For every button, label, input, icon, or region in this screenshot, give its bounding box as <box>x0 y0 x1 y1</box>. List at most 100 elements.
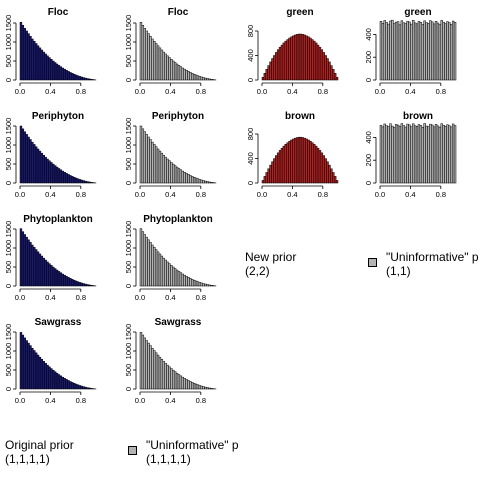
x-tick-label: 0.8 <box>436 190 446 199</box>
histogram-bar <box>87 388 89 389</box>
histogram-bar <box>20 229 22 286</box>
histogram-bar <box>90 388 92 389</box>
histogram-bar <box>380 21 382 80</box>
histogram-bar <box>142 25 144 80</box>
panel-title: Sawgrass <box>155 317 202 328</box>
histogram-bar <box>448 126 450 183</box>
histogram-bar <box>323 52 325 80</box>
histogram-bar <box>159 357 161 389</box>
histogram-bar <box>207 182 209 183</box>
histogram-bar <box>85 78 87 80</box>
histogram-bar <box>169 264 171 286</box>
histogram-bar <box>296 138 298 183</box>
histogram-bar <box>73 383 75 389</box>
y-tick-label: 0 <box>124 387 133 391</box>
histogram-bar <box>150 242 152 286</box>
histogram-bar <box>407 21 409 80</box>
histogram-bar <box>140 229 142 286</box>
histogram-bar <box>450 24 452 80</box>
histogram-bar <box>191 382 193 389</box>
histogram-bar <box>20 22 22 80</box>
legend-uninformative-2-params: (1,1) <box>386 264 411 278</box>
histogram-bar <box>140 22 142 80</box>
x-tick-label: 0.4 <box>165 293 175 302</box>
histogram-bar <box>266 69 268 80</box>
histogram-bar <box>393 127 395 183</box>
panel-title: Periphyton <box>152 111 204 122</box>
histogram-bar <box>153 247 155 286</box>
histogram-bar <box>148 137 150 183</box>
histogram-bar <box>163 361 165 389</box>
histogram-bar <box>325 159 327 183</box>
panel-title: Phytoplankton <box>23 214 92 225</box>
histogram-bar <box>172 370 174 389</box>
histogram-bar <box>81 386 83 389</box>
histogram-bar <box>24 28 26 80</box>
histogram-bar <box>73 177 75 183</box>
histogram-bar <box>73 74 75 80</box>
histogram-bar <box>300 34 302 80</box>
histogram-bar <box>208 182 210 183</box>
histogram-bar <box>79 179 81 183</box>
histogram-bar <box>313 41 315 80</box>
histogram-bar <box>405 23 407 80</box>
y-tick-label: 1500 <box>4 118 13 135</box>
histogram-bar <box>50 265 52 286</box>
histogram-bar <box>75 178 77 183</box>
histogram-bar <box>31 348 33 389</box>
legend-swatch-uninformative-2 <box>368 258 377 267</box>
histogram-bar <box>384 20 386 80</box>
histogram-bar <box>188 71 190 80</box>
histogram-bar <box>79 385 81 389</box>
histogram-bar <box>71 176 73 183</box>
histogram-bar <box>450 127 452 183</box>
histogram-bar <box>424 123 426 183</box>
x-tick-label: 0.8 <box>318 190 328 199</box>
y-tick-label: 0 <box>124 284 133 288</box>
histogram-bar <box>424 21 426 80</box>
histogram-bar <box>184 378 186 389</box>
histogram-bar <box>75 75 77 80</box>
histogram-bar <box>332 69 334 80</box>
histogram-bar <box>325 56 327 81</box>
histogram-bar <box>81 180 83 183</box>
histogram-bar <box>163 155 165 183</box>
histogram-bar <box>296 34 298 80</box>
histogram-bar <box>210 182 212 183</box>
histogram-bar <box>140 126 142 183</box>
histogram-bar <box>49 367 51 389</box>
histogram-bar <box>81 77 83 80</box>
y-tick-label: 1500 <box>4 221 13 238</box>
histogram-bar <box>319 47 321 80</box>
histogram-bar <box>176 270 178 286</box>
histogram-bar <box>311 143 313 183</box>
histogram-bar <box>188 174 190 183</box>
x-tick-label: 0.0 <box>135 293 145 302</box>
histogram-bar <box>37 46 39 80</box>
histogram-bar <box>49 264 51 286</box>
histogram-bar <box>69 72 71 80</box>
histogram-bar <box>205 387 207 389</box>
histogram-bar <box>144 338 146 389</box>
histogram-bar <box>327 162 329 183</box>
histogram-bar <box>431 22 433 80</box>
histogram-bar <box>33 351 35 389</box>
histogram-bar <box>186 276 188 286</box>
histogram-bar <box>69 175 71 183</box>
y-tick-label: 0 <box>124 181 133 185</box>
histogram-bar <box>210 388 212 389</box>
histogram-bar <box>388 24 390 80</box>
y-tick-label: 800 <box>246 128 255 141</box>
histogram-bar <box>191 176 193 183</box>
histogram-bar <box>287 40 289 80</box>
histogram-bar <box>321 50 323 80</box>
histogram-bar <box>37 252 39 286</box>
histogram-bar <box>188 380 190 389</box>
y-tick-label: 1500 <box>4 324 13 341</box>
histogram-bar <box>414 23 416 80</box>
histogram-bar <box>60 170 62 183</box>
histogram-bar <box>447 125 449 183</box>
